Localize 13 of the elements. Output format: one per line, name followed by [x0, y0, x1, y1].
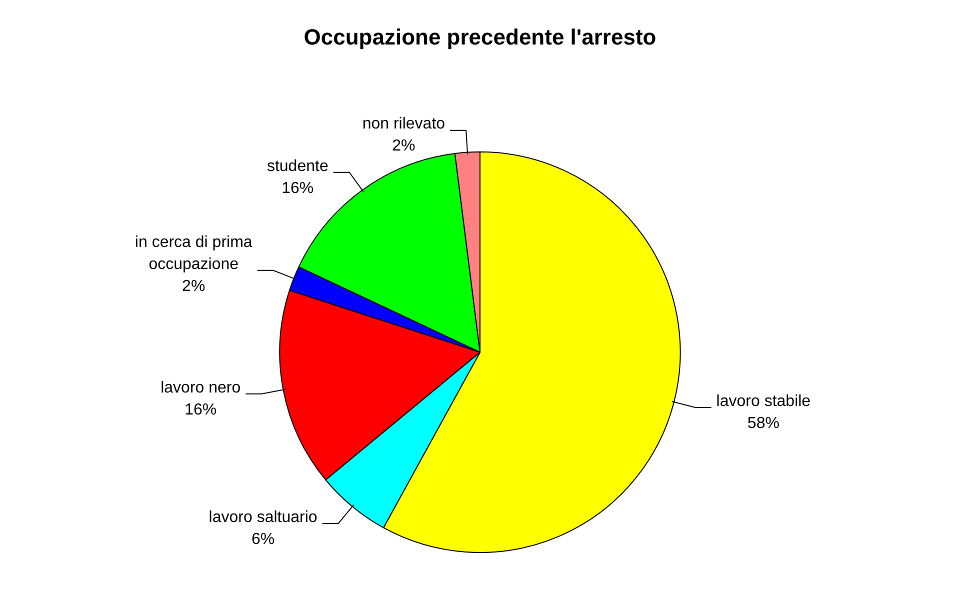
slice-label: in cerca di prima occupazione — [134, 234, 252, 273]
chart-title: Occupazione precedente l'arresto — [304, 24, 656, 50]
data-label: 2% — [392, 138, 416, 155]
slice-label: lavoro nero — [160, 379, 241, 396]
data-label: 58% — [747, 414, 780, 432]
data-label: 16% — [184, 401, 217, 418]
slice-label: non rilevato — [362, 116, 446, 133]
data-label: 2% — [182, 278, 206, 295]
slice-label: studente — [266, 158, 328, 175]
slice-label: lavoro stabile — [716, 392, 811, 410]
slice-label: lavoro saltuario — [208, 508, 318, 526]
data-label: 16% — [282, 180, 314, 197]
data-label: 6% — [251, 530, 275, 548]
